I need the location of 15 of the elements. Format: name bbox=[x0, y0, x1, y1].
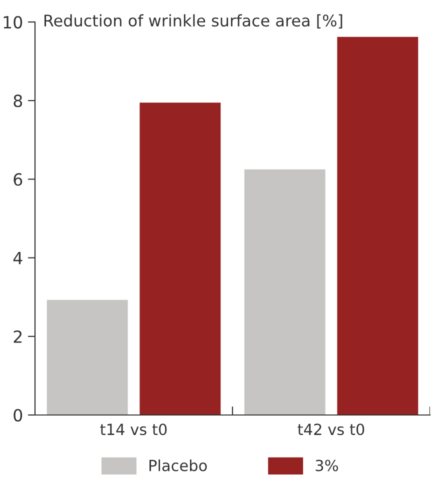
legend-label: Placebo bbox=[149, 459, 207, 472]
y-tick-label: 10 bbox=[4, 16, 22, 29]
y-tick-label: 2 bbox=[14, 330, 22, 343]
bar bbox=[140, 102, 221, 415]
y-tick-label: 4 bbox=[13, 252, 22, 264]
y-axis-title: Reduction of wrinkle surface area [%] bbox=[44, 14, 342, 29]
legend-label: 3% bbox=[316, 460, 338, 472]
y-tick-label: 0 bbox=[14, 408, 22, 422]
bar bbox=[337, 36, 418, 415]
y-tick-label: 6 bbox=[14, 173, 22, 186]
y-tick-label: 8 bbox=[14, 94, 22, 108]
bar bbox=[46, 300, 128, 415]
x-tick-label: t14 vs t0 bbox=[100, 424, 167, 436]
x-tick-label: t42 vs t0 bbox=[298, 424, 364, 436]
bar bbox=[244, 169, 326, 415]
